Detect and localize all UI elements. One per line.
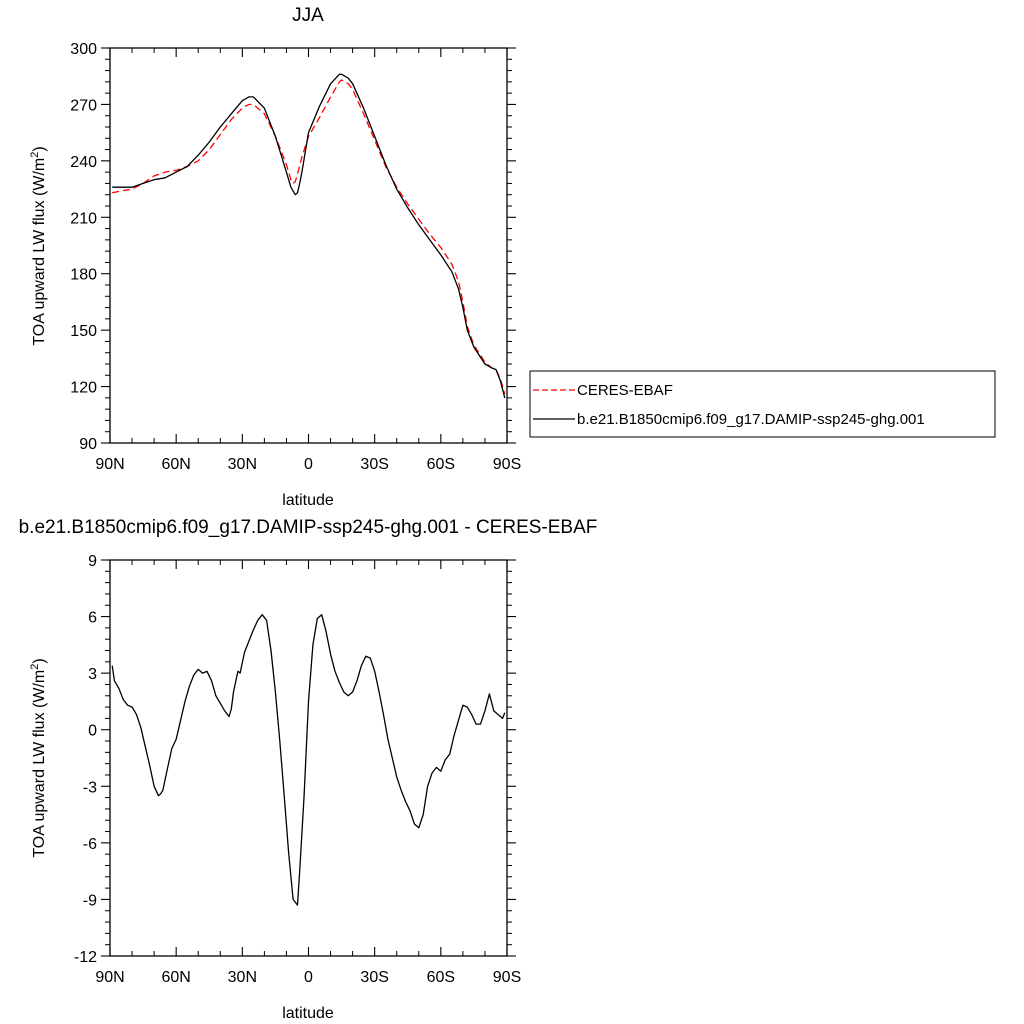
top-xtick-label: 30N (228, 456, 257, 473)
top-ytick-label: 150 (70, 323, 97, 340)
bottom-xtick-label: 60N (161, 969, 190, 986)
top-xtick-label: 60S (427, 456, 455, 473)
top-xtick-label: 90N (95, 456, 124, 473)
legend-label-ceres: CERES-EBAF (577, 382, 673, 399)
bottom-series-group (111, 614, 506, 906)
bottom-y-axis-label: TOA upward LW flux (W/m2) (29, 658, 48, 857)
bottom-panel: b.e21.B1850cmip6.f09_g17.DAMIP-ssp245-gh… (19, 517, 598, 1022)
top-x-axis-label: latitude (282, 492, 334, 509)
top-ytick-label: 240 (70, 154, 97, 171)
bottom-ytick-label: 0 (88, 723, 97, 740)
top-series-line-0 (112, 79, 506, 395)
top-ytick-label: 90 (79, 436, 97, 453)
bottom-xtick-label: 90S (493, 969, 521, 986)
bottom-ytick-label: -12 (74, 949, 97, 966)
bottom-ytick-label: 3 (88, 666, 97, 683)
top-y-axis-label: TOA upward LW flux (W/m2) (29, 146, 48, 345)
legend-label-model: b.e21.B1850cmip6.f09_g17.DAMIP-ssp245-gh… (577, 411, 925, 428)
bottom-ytick-label: 6 (88, 610, 97, 627)
top-ytick-label: 180 (70, 267, 97, 284)
top-panel: JJA 90N 60N 30N 0 30S 60S 90S 90 120 150 180 210 240… (29, 5, 521, 509)
top-ytick-label: 300 (70, 41, 97, 58)
bottom-ytick-label: -3 (83, 779, 97, 796)
bottom-xtick-label: 0 (304, 969, 313, 986)
legend: CERES-EBAF b.e21.B1850cmip6.f09_g17.DAMI… (529, 370, 996, 438)
bottom-xtick-label: 30N (228, 969, 257, 986)
top-plot-frame (109, 47, 508, 444)
bottom-ytick-label: -9 (83, 892, 97, 909)
top-xtick-label: 90S (493, 456, 521, 473)
legend-box (529, 370, 996, 438)
top-ytick-label: 210 (70, 210, 97, 227)
top-axis-ticks: 90N 60N 30N 0 30S 60S 90S 90 120 150 180 210 240 270 3… (70, 41, 521, 473)
top-xtick-label: 0 (304, 456, 313, 473)
bottom-x-axis-label: latitude (282, 1005, 334, 1022)
bottom-chart-title: b.e21.B1850cmip6.f09_g17.DAMIP-ssp245-gh… (19, 517, 598, 538)
top-series-line-1 (112, 73, 506, 399)
top-xtick-label: 30S (360, 456, 388, 473)
top-xtick-label: 60N (161, 456, 190, 473)
bottom-ytick-label: -6 (83, 836, 97, 853)
bottom-ytick-label: 9 (88, 553, 97, 570)
top-chart-title: JJA (292, 5, 324, 26)
bottom-xtick-label: 30S (360, 969, 388, 986)
top-series-group (112, 73, 506, 399)
bottom-xtick-label: 60S (427, 969, 455, 986)
top-ytick-label: 120 (70, 380, 97, 397)
top-ytick-label: 270 (70, 97, 97, 114)
bottom-series-line-0 (111, 614, 506, 906)
bottom-axis-ticks: 90N 60N 30N 0 30S 60S 90S -12 -9 -6 -3 0 3 6 9 (74, 553, 521, 986)
bottom-xtick-label: 90N (95, 969, 124, 986)
